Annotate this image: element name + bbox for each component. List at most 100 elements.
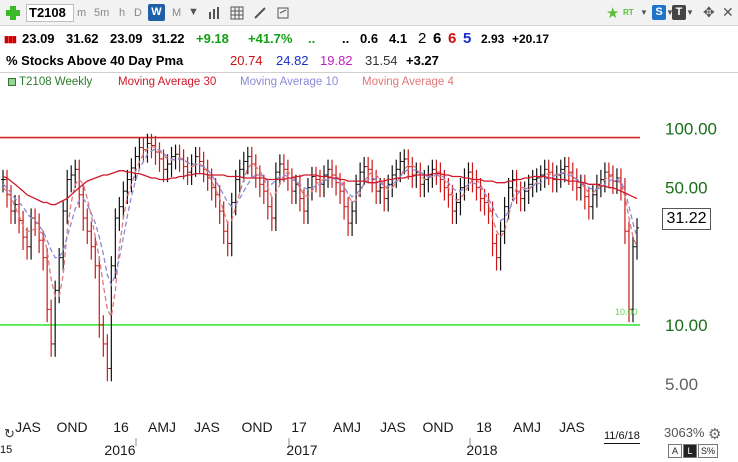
price-bar — [113, 208, 118, 279]
price-bar — [370, 159, 375, 193]
price-bar — [434, 159, 439, 185]
rt-dropdown-icon[interactable]: ▼ — [640, 8, 648, 17]
percent-scale-button[interactable]: S% — [698, 444, 718, 458]
price-bar — [221, 201, 226, 245]
quote-v4: +20.17 — [512, 32, 550, 46]
refresh-icon[interactable]: ↻ — [4, 426, 15, 441]
price-bar — [273, 162, 278, 231]
table-icon[interactable] — [230, 6, 244, 20]
auto-scale-button[interactable]: A — [668, 444, 682, 458]
quote-n2: 6 — [433, 30, 442, 47]
price-bar — [89, 221, 94, 260]
price-bar — [233, 169, 238, 216]
price-bar — [289, 168, 294, 205]
price-bar — [157, 142, 162, 172]
t-dropdown-icon[interactable]: ▼ — [686, 8, 694, 17]
log-scale-button[interactable]: L — [683, 444, 697, 458]
indicator-name: % Stocks Above 40 Day Pma — [6, 53, 184, 68]
timeframe-d[interactable]: D — [134, 7, 142, 19]
header-divider — [0, 72, 738, 73]
rt-label[interactable]: RT — [623, 8, 634, 17]
ma10-line — [2, 148, 638, 287]
price-bar — [181, 149, 186, 180]
price-bar — [346, 197, 351, 236]
price-bar — [334, 165, 339, 196]
chart-legend: T2108 Weekly Moving Average 30 Moving Av… — [0, 76, 738, 92]
quote-bar: ▮▮▮ 23.09 31.62 23.09 31.22 +9.18 +41.7%… — [0, 29, 738, 49]
legend-item-ma30[interactable]: Moving Average 30 — [118, 76, 217, 88]
timeframe-m[interactable]: m — [77, 7, 87, 19]
price-bar — [342, 181, 347, 220]
symbol-input[interactable]: T2108 — [26, 4, 74, 22]
price-bar — [438, 162, 443, 193]
price-bar — [21, 210, 26, 250]
support-line-label: 10.00 — [615, 307, 638, 317]
green-plus-icon[interactable] — [5, 5, 21, 21]
dropdown-arrow-icon[interactable]: ▼ — [188, 6, 199, 18]
price-bar — [362, 156, 367, 185]
price-bar — [241, 151, 246, 183]
price-bar — [77, 159, 82, 208]
s-button[interactable]: S — [652, 5, 666, 20]
price-bar — [606, 162, 611, 188]
price-bar — [213, 178, 218, 208]
timeframe-h[interactable]: h — [119, 7, 126, 19]
close-icon[interactable]: ✕ — [722, 4, 734, 20]
price-bar — [109, 256, 114, 382]
price-bar — [161, 149, 166, 183]
price-bar — [197, 146, 202, 175]
price-bar — [97, 256, 102, 338]
price-bar — [514, 169, 519, 205]
zoom-percent[interactable]: 3063% — [664, 425, 705, 440]
s-dropdown-icon[interactable]: ▼ — [666, 8, 674, 17]
price-bar — [494, 233, 499, 271]
x-tick-label: JAS — [194, 419, 220, 435]
price-bar — [1, 169, 5, 193]
indicator-v2: 24.82 — [276, 53, 309, 68]
timeframe-w[interactable]: W — [148, 4, 165, 21]
price-bar — [309, 166, 314, 201]
x-tick-label: AMJ — [333, 419, 361, 435]
price-bar — [281, 154, 286, 183]
price-bar — [582, 174, 587, 210]
gear-icon[interactable]: ⚙ — [708, 426, 722, 443]
price-bar — [410, 156, 415, 188]
price-bar — [49, 299, 54, 357]
price-bar — [542, 159, 547, 188]
price-bar — [121, 181, 126, 220]
star-icon[interactable]: ★ — [606, 5, 620, 22]
price-bar — [69, 165, 74, 193]
price-bar — [426, 165, 431, 193]
legend-item-ma4[interactable]: Moving Average 4 — [362, 76, 454, 88]
x-tick-label: 16 — [113, 419, 129, 435]
legend-item-ma10[interactable]: Moving Average 10 — [240, 76, 339, 88]
price-bar — [125, 169, 130, 205]
quote-n1: 2 — [418, 30, 427, 47]
x-tick-label: JAS — [380, 419, 406, 435]
price-bar — [510, 169, 515, 201]
price-bar — [25, 227, 30, 260]
t-button[interactable]: T — [672, 5, 686, 20]
left-axis-label: 15 — [0, 444, 13, 456]
price-bar — [450, 185, 455, 224]
bar-chart-icon[interactable] — [207, 6, 221, 20]
toolbar: T2108 m 5m h D W M ▼ ★ RT ▼ S ▼ T ▼ ✥ ✕ — [0, 0, 738, 26]
legend-item-t2108[interactable]: T2108 Weekly — [8, 76, 92, 88]
price-bar — [330, 159, 335, 188]
x-tick-label: AMJ — [513, 419, 541, 435]
price-bar — [326, 159, 331, 188]
price-bar — [574, 168, 579, 201]
price-bar — [93, 237, 98, 279]
timeframe-mo[interactable]: M — [172, 7, 182, 19]
price-bar — [458, 178, 463, 216]
price-bar — [13, 194, 18, 224]
price-bar — [17, 194, 22, 234]
x-tick-label: OND — [241, 419, 272, 435]
timeframe-5m[interactable]: 5m — [94, 7, 110, 19]
price-bar — [474, 169, 479, 201]
note-icon[interactable] — [276, 6, 290, 20]
pencil-icon[interactable] — [253, 6, 267, 20]
quote-high: 31.62 — [66, 31, 99, 46]
move-icon[interactable]: ✥ — [703, 4, 715, 20]
